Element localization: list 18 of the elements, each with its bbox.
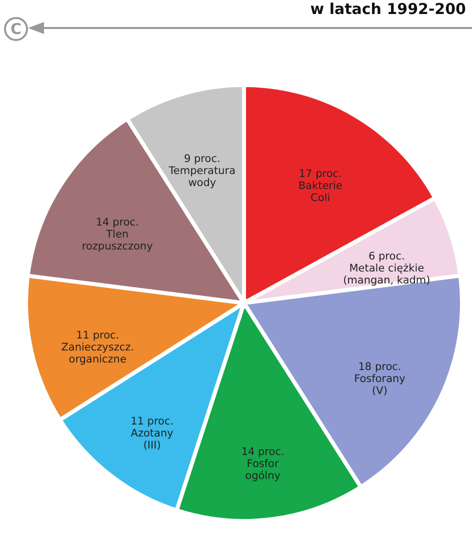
- data-label: 11 proc.: [76, 330, 120, 342]
- chart-title: w latach 1992-200: [310, 0, 466, 18]
- data-label: 14 proc.: [241, 446, 284, 458]
- data-label: 17 proc.: [298, 168, 342, 180]
- slice-label: Zanieczyszcz. organiczne: [61, 342, 134, 366]
- slice-label: Fosforany (V): [354, 372, 406, 397]
- slice-label: Metale ciężkie (mangan, kadm): [343, 262, 430, 287]
- slice-label: Azotany (III): [130, 428, 174, 452]
- slice-label: Bakterie Coli: [298, 180, 342, 204]
- text: C: [4, 17, 28, 41]
- slice-label: Tlen rozpuszczony: [82, 228, 153, 253]
- data-label: 14 proc.: [96, 216, 139, 229]
- slice-label: Temperatura wody: [168, 164, 236, 189]
- data-label: 18 proc.: [358, 360, 402, 373]
- slice-label: Fosfor ogólny: [245, 458, 280, 482]
- data-label: 6 proc.: [368, 250, 405, 263]
- data-label: 9 proc.: [184, 152, 220, 165]
- data-label: 11 proc.: [130, 416, 174, 428]
